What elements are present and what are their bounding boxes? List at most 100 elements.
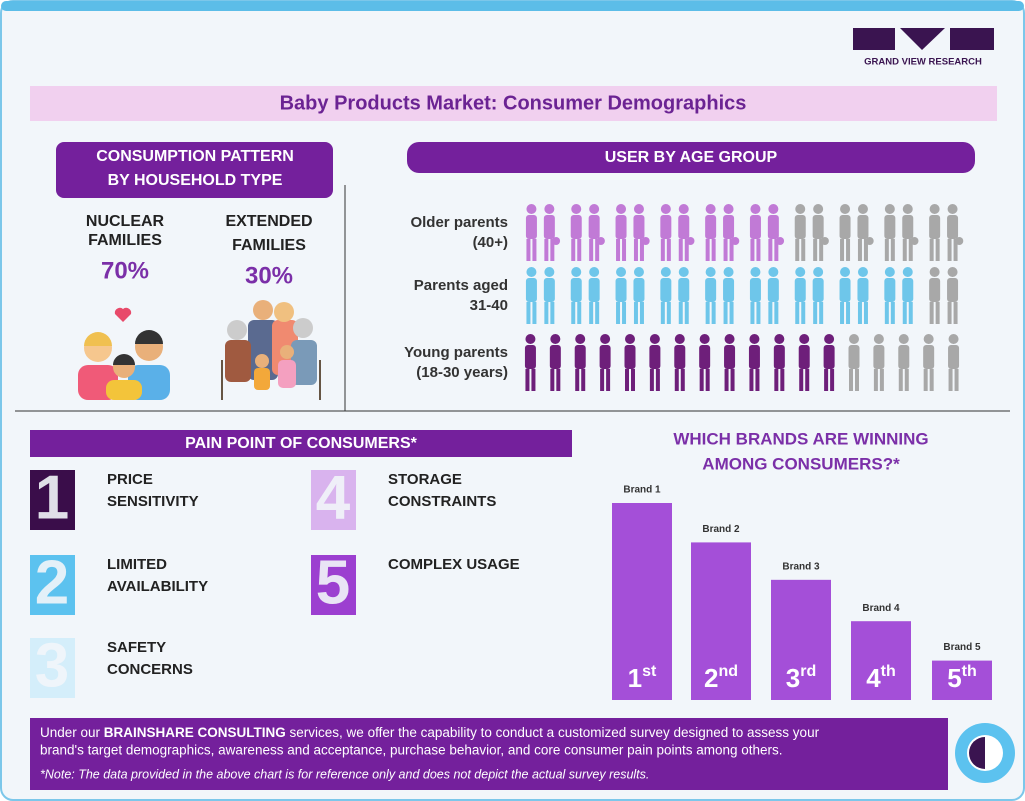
rank-label: 4th bbox=[866, 663, 896, 693]
age-icon bbox=[794, 204, 829, 261]
rank-label: 3rd bbox=[786, 663, 816, 693]
pain-points: 1 PRICE SENSITIVITY 2 LIMITED AVAILABILITY 3 SA… bbox=[30, 463, 520, 700]
rank-number: 1 bbox=[628, 663, 642, 693]
age-label: 31-40 bbox=[470, 297, 508, 314]
age-icon bbox=[839, 267, 869, 324]
household-label: FAMILIES bbox=[88, 232, 162, 249]
rank-number: 4 bbox=[866, 663, 881, 693]
age-icon bbox=[873, 334, 885, 391]
pain-number: 4 bbox=[316, 463, 351, 532]
footer-text: Under our BRAINSHARE CONSULTING services… bbox=[40, 725, 820, 740]
age-icon bbox=[525, 267, 555, 324]
chart-title: AMONG CONSUMERS?* bbox=[702, 454, 900, 473]
age-icon bbox=[929, 267, 959, 324]
footer-box bbox=[30, 718, 948, 790]
bar bbox=[691, 542, 751, 700]
title: Baby Products Market: Consumer Demograph… bbox=[280, 92, 747, 114]
bar-label: Brand 1 bbox=[623, 485, 661, 496]
extended-family-icon bbox=[221, 300, 321, 400]
age-icon bbox=[705, 267, 735, 324]
pain-number-block bbox=[311, 555, 356, 615]
age-icon bbox=[705, 204, 740, 261]
rank-number: 3 bbox=[786, 663, 800, 693]
age-label: Older parents bbox=[410, 214, 508, 231]
pain-number: 5 bbox=[316, 548, 350, 617]
pain-label: LIMITED bbox=[107, 556, 167, 573]
pain-label: COMPLEX USAGE bbox=[388, 556, 520, 573]
age-icon bbox=[798, 334, 810, 391]
pain-label: STORAGE bbox=[388, 471, 462, 488]
rank-label: 1st bbox=[628, 663, 657, 693]
pain-header bbox=[30, 430, 572, 457]
age-icon bbox=[948, 334, 960, 391]
rank-suffix: st bbox=[642, 663, 657, 680]
age-icon bbox=[649, 334, 661, 391]
rank-number: 2 bbox=[704, 663, 718, 693]
age-icon bbox=[848, 334, 860, 391]
bar bbox=[771, 579, 831, 700]
bar-label: Brand 5 bbox=[943, 642, 981, 653]
age-icon bbox=[624, 334, 636, 391]
age-icon bbox=[615, 267, 645, 324]
bar bbox=[932, 660, 992, 700]
rank-suffix: th bbox=[962, 663, 977, 680]
rank-number: 5 bbox=[947, 663, 961, 693]
age-icon bbox=[524, 334, 536, 391]
footer-text: brand's target demographics, awareness a… bbox=[40, 743, 783, 758]
rank-suffix: th bbox=[881, 663, 896, 680]
pain-number-block bbox=[311, 470, 356, 530]
pain-label: CONSTRAINTS bbox=[388, 493, 496, 510]
pain-label: SENSITIVITY bbox=[107, 493, 199, 510]
age-icon bbox=[749, 204, 785, 261]
household-share: 70% bbox=[101, 257, 149, 284]
age-icon bbox=[884, 267, 914, 324]
rank-label: 5th bbox=[947, 663, 977, 693]
pain-number: 1 bbox=[35, 463, 69, 532]
pain-number-block bbox=[30, 638, 75, 698]
age-icon bbox=[570, 204, 605, 261]
age-title: USER BY AGE GROUP bbox=[605, 149, 778, 166]
pain-label: CONCERNS bbox=[107, 661, 193, 678]
rank-suffix: rd bbox=[800, 663, 816, 680]
bar bbox=[851, 621, 911, 700]
footer-note: *Note: The data provided in the above ch… bbox=[40, 767, 649, 781]
pain-label: AVAILABILITY bbox=[107, 578, 208, 595]
pain-number: 3 bbox=[35, 631, 69, 700]
age-icon bbox=[884, 204, 919, 261]
age-icon bbox=[773, 334, 785, 391]
nuclear-family-icon bbox=[78, 307, 170, 400]
age-icon bbox=[823, 334, 835, 391]
age-icon bbox=[929, 204, 964, 261]
household-title: BY HOUSEHOLD TYPE bbox=[108, 172, 283, 189]
age-icon bbox=[599, 334, 611, 391]
pain-number-block bbox=[30, 470, 75, 530]
title-band bbox=[30, 86, 997, 121]
rank-suffix: nd bbox=[718, 663, 738, 680]
household-label: EXTENDED bbox=[225, 213, 312, 230]
bar-label: Brand 4 bbox=[862, 603, 900, 614]
footer-icon bbox=[955, 723, 1015, 783]
pain-number-block bbox=[30, 555, 75, 615]
household-share: 30% bbox=[245, 262, 293, 289]
age-icon bbox=[748, 334, 760, 391]
age-header bbox=[407, 142, 975, 173]
pain-label: SAFETY bbox=[107, 639, 166, 656]
bar-label: Brand 3 bbox=[782, 561, 820, 572]
age-label: Parents aged bbox=[414, 277, 508, 294]
household-label: NUCLEAR bbox=[86, 213, 165, 230]
pain-number: 2 bbox=[35, 548, 69, 617]
age-label: (18-30 years) bbox=[416, 364, 508, 381]
age-rows: Older parents (40+) Parents aged 31-40 Young… bbox=[404, 204, 964, 391]
bar-label: Brand 2 bbox=[702, 524, 740, 535]
pain-title: PAIN POINT OF CONSUMERS* bbox=[185, 435, 417, 452]
age-icon bbox=[660, 267, 690, 324]
chart-title: WHICH BRANDS ARE WINNING bbox=[673, 429, 928, 448]
age-icon bbox=[794, 267, 824, 324]
age-icon bbox=[615, 204, 650, 261]
logo-text: GRAND VIEW RESEARCH bbox=[864, 57, 982, 68]
age-icon bbox=[674, 334, 686, 391]
age-icon bbox=[525, 204, 561, 261]
household-label: FAMILIES bbox=[232, 237, 306, 254]
